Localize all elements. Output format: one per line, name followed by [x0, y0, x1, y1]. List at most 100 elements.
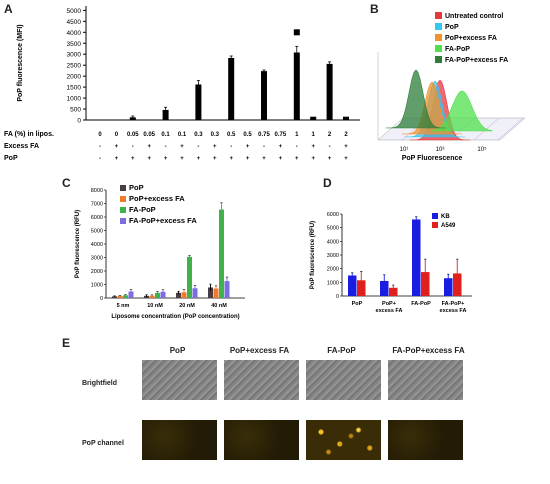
pop-channel-image-fa-pop: [306, 420, 381, 460]
a-row-cell: +: [147, 156, 151, 162]
a-bar: [244, 119, 251, 121]
a-row-cell: -: [99, 144, 101, 150]
d-bar-0: [444, 278, 453, 296]
c-x-tick-label: 10 nM: [147, 303, 163, 309]
c-y-tick-label: 0: [100, 296, 103, 302]
a-bar: [162, 109, 169, 120]
b-x-tick-label: 10³: [436, 147, 445, 153]
a-y-tick-label: 3500: [67, 41, 82, 48]
col-header-fa-pop-excess-fa: FA-PoP+excess FA: [392, 346, 465, 355]
a-row-cell: 2: [344, 132, 348, 138]
c-legend-swatch: [120, 207, 126, 213]
a-bar: [113, 119, 120, 121]
a-row-cell: 0.75: [258, 132, 270, 138]
a-row-cell: 1: [312, 132, 316, 138]
c-y-tick-label: 2000: [91, 269, 103, 275]
c-bar-2: [187, 256, 192, 298]
a-row-cell: +: [213, 144, 217, 150]
d-y-axis-label: PoP fluorescence (RFU): [310, 221, 316, 289]
a-row-cell: +: [311, 156, 315, 162]
a-row-cell: +: [164, 156, 168, 162]
a-row-cell: +: [246, 156, 250, 162]
a-y-tick-label: 2500: [67, 63, 82, 70]
b-x-tick-label: 10⁵: [477, 146, 487, 153]
c-y-axis-label: PoP fluorescence (RFU): [75, 210, 81, 278]
c-y-tick-label: 6000: [91, 215, 103, 221]
a-bar: [179, 119, 185, 121]
a-row-cell: 0.75: [275, 132, 287, 138]
a-y-tick-label: 0: [77, 118, 81, 125]
panel-letter-b: B: [370, 2, 379, 16]
a-bar: [261, 71, 267, 120]
a-y-tick-label: 5000: [67, 8, 82, 15]
a-row-cell: -: [296, 144, 298, 150]
col-header-pop: PoP: [169, 346, 186, 355]
b-x-axis-label: PoP Fluorescence: [402, 155, 463, 162]
d-y-tick-label: 2000: [327, 267, 339, 273]
d-x-tick-label: FA-PoP: [411, 301, 431, 307]
d-legend-label: A549: [441, 223, 456, 229]
chart-d-cell-line-bars: 0 1000 2000 3000 4000 5000 6000 PoP fluorescenc…: [310, 212, 472, 314]
c-bar-3: [224, 281, 230, 298]
a-row-label: Excess FA: [4, 143, 39, 150]
d-y-tick-label: 3000: [327, 253, 339, 259]
c-y-tick-label: 4000: [91, 242, 103, 248]
c-bar-1: [149, 295, 155, 298]
a-y-tick-label: 1000: [67, 96, 82, 103]
chart-a-mfi-bars: 0 500 1000 1500 2000 2500 3000 3500 4000 4500 5000…: [4, 6, 360, 162]
a-bar: [211, 119, 218, 121]
panel-e-column-headers: PoP PoP+excess FA FA-PoP FA-PoP+excess F…: [140, 346, 540, 358]
pop-channel-image-fa-pop-excess-fa: [388, 420, 463, 460]
b-legend-swatch: [435, 45, 442, 52]
a-bar: [97, 119, 103, 121]
a-row-cell: +: [197, 156, 201, 162]
c-bar-1: [181, 292, 187, 298]
a-row-label: PoP: [4, 155, 18, 162]
d-x-tick-label: PoP: [352, 301, 363, 307]
col-header-pop-excess-fa: PoP+excess FA: [229, 346, 290, 355]
c-legend-label: FA-PoP+excess FA: [129, 216, 197, 225]
b-legend-swatch: [435, 56, 442, 63]
c-x-tick-label: 5 nm: [117, 303, 130, 309]
c-legend-swatch: [120, 185, 126, 191]
a-row-cell: +: [311, 144, 315, 150]
a-row-cell: 0.3: [211, 132, 220, 138]
c-y-tick-label: 1000: [91, 283, 103, 289]
b-legend-label: Untreated control: [445, 13, 503, 20]
a-bar: [228, 57, 235, 120]
b-legend-label: FA-PoP+excess FA: [445, 57, 508, 64]
d-legend-swatch: [432, 222, 438, 228]
a-row-cell: -: [197, 144, 199, 150]
b-legend-label: FA-PoP: [445, 46, 470, 53]
d-bar-0: [380, 280, 389, 296]
a-row-cell: 0.1: [178, 132, 187, 138]
a-row-cell: 0.05: [143, 132, 155, 138]
a-row-cell: -: [99, 156, 101, 162]
b-histogram-4: [385, 69, 447, 129]
c-x-tick-label: 40 nM: [211, 303, 227, 309]
c-legend-swatch: [120, 196, 126, 202]
c-legend-label: PoP+excess FA: [129, 194, 185, 203]
c-legend-label: FA-PoP: [129, 205, 156, 214]
a-row-cell: 0.05: [127, 132, 139, 138]
a-row-cell: +: [246, 144, 250, 150]
a-row-cell: -: [132, 144, 134, 150]
a-row-cell: +: [115, 156, 119, 162]
d-x-tick-label: PoP+: [382, 301, 396, 307]
d-y-tick-label: 6000: [327, 212, 339, 218]
a-bar: [293, 52, 300, 120]
c-y-tick-label: 7000: [91, 202, 103, 208]
a-y-tick-label: 4500: [67, 19, 82, 26]
d-y-tick-label: 1000: [327, 280, 339, 286]
c-bar-2: [219, 209, 224, 298]
a-y-tick-label: 1500: [67, 85, 82, 92]
a-row-cell: +: [279, 144, 283, 150]
d-x-tick-label: excess FA: [376, 308, 403, 314]
a-row-cell: +: [180, 144, 184, 150]
d-x-tick-label: FA-PoP+: [442, 301, 465, 307]
a-bar: [129, 117, 136, 120]
d-bar-0: [348, 275, 357, 296]
chart-c-concentration-bars: 0 1000 2000 3000 4000 5000 6000 7000 8000 PoP flu…: [75, 183, 245, 320]
pop-channel-image-pop-excess-fa: [224, 420, 299, 460]
a-bar: [310, 116, 317, 120]
